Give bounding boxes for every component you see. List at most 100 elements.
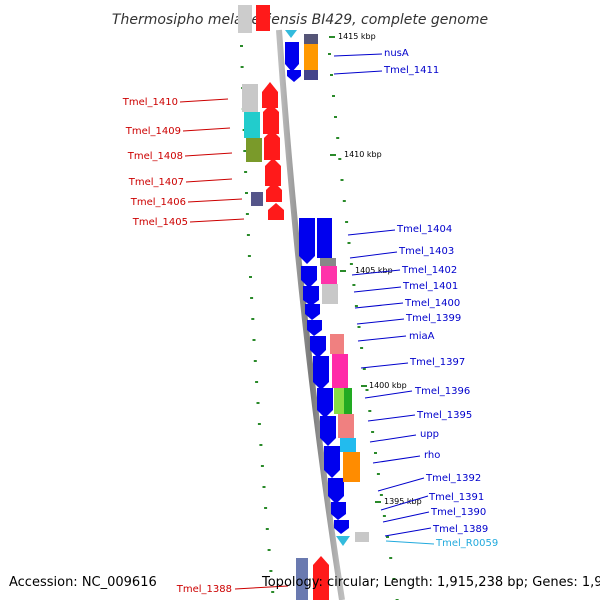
guide-dot	[240, 45, 243, 47]
guide-dot	[252, 339, 256, 341]
guide-dot	[382, 515, 386, 517]
gene-arrow	[336, 536, 350, 546]
leader-line	[179, 98, 229, 103]
guide-dot	[267, 549, 271, 551]
gene-block	[246, 138, 262, 162]
gene-arrow	[264, 130, 280, 160]
guide-dot	[264, 507, 268, 509]
tick-label: 1405 kbp	[355, 266, 393, 275]
leader-line	[380, 495, 429, 511]
gene-block	[338, 414, 354, 438]
gene-label: Tmel_1397	[409, 357, 465, 368]
leader-line	[347, 229, 396, 236]
forward-genes	[238, 5, 329, 600]
gene-label: nusA	[384, 48, 409, 59]
gene-block	[340, 438, 356, 452]
gene-block	[244, 112, 260, 138]
tick-label: 1410 kbp	[344, 150, 382, 159]
leader-line	[384, 527, 432, 537]
gene-arrow	[265, 158, 281, 186]
guide-dot	[342, 200, 346, 202]
leader-line	[187, 198, 243, 203]
gene-label: rho	[424, 450, 440, 461]
gene-block	[304, 70, 318, 80]
guide-dot	[379, 494, 383, 496]
gene-block	[344, 388, 352, 414]
gene-block	[238, 5, 252, 33]
gene-arrow	[266, 182, 282, 202]
leader-line	[333, 53, 383, 57]
gene-label: Tmel_1389	[432, 524, 488, 535]
guide-dot	[240, 66, 244, 68]
guide-dot	[371, 431, 375, 433]
guide-dot	[360, 347, 364, 349]
gene-arrow	[324, 446, 340, 478]
gene-arrow	[305, 304, 320, 320]
gene-label: Tmel_1401	[402, 281, 458, 292]
leader-line	[372, 455, 421, 464]
accession-text: Accession: NC_009616	[9, 575, 157, 590]
gene-label: miaA	[409, 331, 435, 342]
gene-arrow	[301, 266, 317, 288]
gene-label: Tmel_1392	[425, 473, 481, 484]
guide-dot	[354, 305, 358, 307]
gene-block	[256, 5, 270, 31]
guide-dot	[245, 192, 248, 194]
leader-line	[356, 318, 405, 325]
gene-label: Tmel_1396	[414, 386, 470, 397]
guide-dot	[249, 276, 252, 278]
gene-arrow	[313, 356, 329, 390]
gene-arrow	[328, 478, 344, 504]
guide-dot	[374, 452, 377, 454]
guide-dot	[251, 318, 255, 320]
genome-backbone	[276, 29, 345, 600]
leader-line	[189, 218, 245, 223]
gene-block	[330, 334, 344, 354]
guide-dot	[260, 465, 264, 467]
gene-label: Tmel_1410	[122, 97, 178, 108]
leader-line	[351, 269, 401, 276]
guide-dot	[349, 263, 353, 265]
topology-text: Topology: circular; Length: 1,915,238 bp…	[261, 575, 600, 590]
gene-arrow	[310, 336, 326, 358]
guide-dot	[368, 410, 372, 412]
guide-dot	[247, 255, 251, 257]
guide-dot	[250, 297, 254, 299]
leader-line	[353, 286, 402, 293]
leader-line	[369, 434, 417, 443]
leader-line	[182, 127, 231, 132]
gene-arrow	[287, 70, 301, 82]
gene-label: Tmel_1388	[176, 584, 232, 595]
gene-arrow	[303, 286, 319, 306]
gene-label: Tmel_1403	[398, 246, 454, 257]
gene-label: upp	[420, 429, 439, 440]
gene-label: Tmel_1411	[383, 65, 439, 76]
leader-line	[385, 540, 435, 545]
leader-line	[234, 585, 289, 590]
gene-block	[321, 266, 337, 284]
leader-line	[333, 70, 383, 75]
leader-line	[377, 477, 425, 492]
tick-label: 1415 kbp	[338, 32, 376, 41]
guide-dot	[243, 150, 247, 152]
gene-block	[304, 34, 318, 44]
guide-dot	[389, 557, 393, 559]
guide-dot	[246, 234, 250, 236]
gene-arrow	[263, 104, 279, 134]
map-title: Thermosipho melanesiensis BI429, complet…	[112, 12, 488, 28]
guide-dot	[253, 360, 257, 362]
gene-block	[355, 532, 369, 542]
guide-dot	[257, 423, 261, 425]
guide-dot	[244, 171, 248, 173]
gene-label: Tmel_1405	[132, 217, 188, 228]
gene-arrow	[268, 203, 284, 220]
gene-arrow	[317, 218, 332, 258]
guide-dot	[340, 179, 344, 181]
leader-line	[184, 152, 233, 157]
gene-block	[332, 354, 348, 388]
gene-label: Tmel_1400	[404, 298, 460, 309]
guide-dot	[259, 444, 263, 446]
gene-block	[343, 452, 360, 482]
leader-line	[349, 251, 398, 259]
guide-dot	[255, 381, 259, 383]
